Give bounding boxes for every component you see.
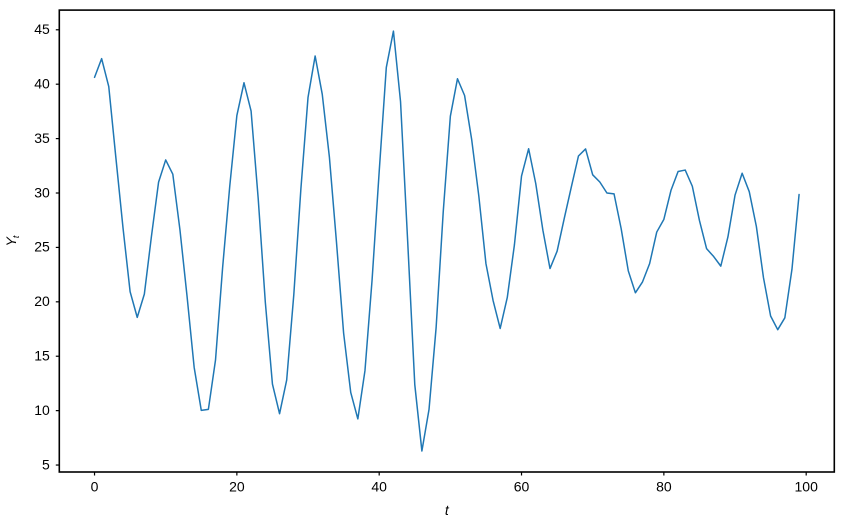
svg-text:30: 30 — [34, 184, 50, 200]
svg-text:40: 40 — [34, 76, 50, 92]
svg-text:35: 35 — [34, 130, 50, 146]
svg-text:80: 80 — [656, 479, 672, 495]
svg-text:15: 15 — [34, 348, 50, 364]
svg-text:5: 5 — [42, 456, 50, 472]
svg-text:0: 0 — [91, 479, 99, 495]
svg-text:100: 100 — [795, 479, 819, 495]
svg-text:40: 40 — [371, 479, 387, 495]
svg-text:25: 25 — [34, 239, 50, 255]
svg-text:10: 10 — [34, 402, 50, 418]
svg-text:45: 45 — [34, 21, 50, 37]
svg-text:60: 60 — [514, 479, 530, 495]
svg-text:20: 20 — [229, 479, 245, 495]
svg-text:20: 20 — [34, 293, 50, 309]
